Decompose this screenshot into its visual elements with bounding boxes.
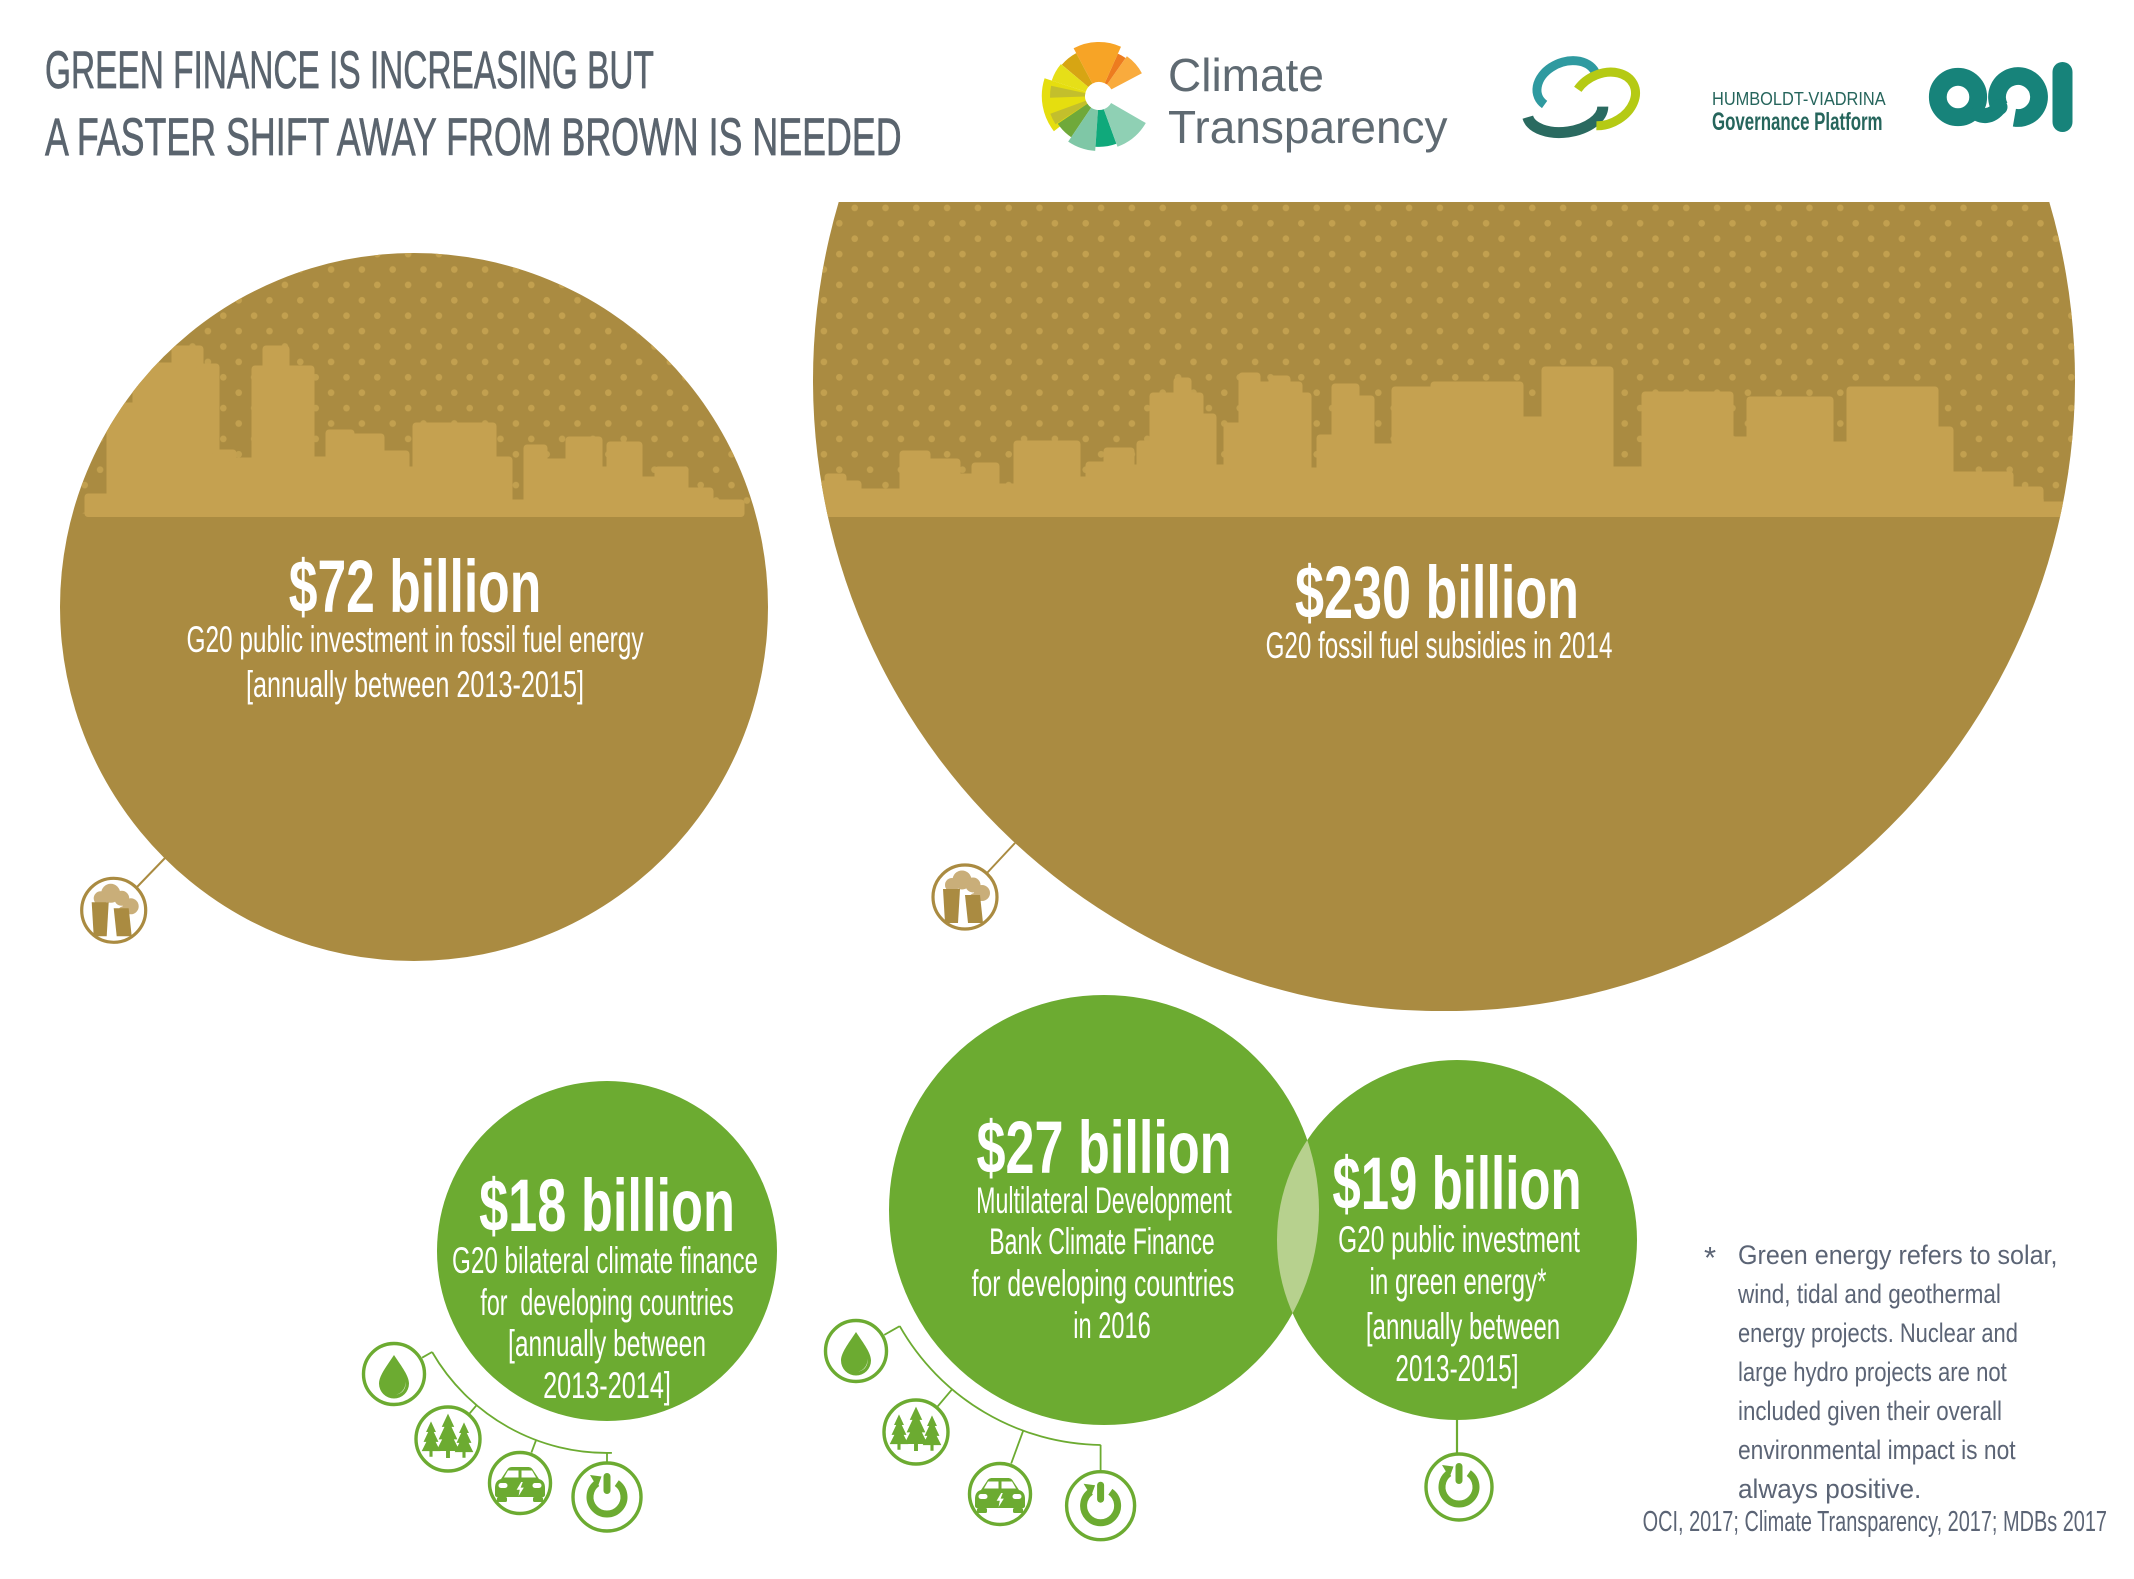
svg-text:G20 fossil fuel subsidies in 2: G20 fossil fuel subsidies in 2014 bbox=[1266, 624, 1613, 667]
svg-text:[annually between: [annually between bbox=[508, 1322, 706, 1365]
svg-text:Green energy refers to solar,: Green energy refers to solar, bbox=[1738, 1239, 2058, 1270]
svg-text:Bank Climate Finance: Bank Climate Finance bbox=[989, 1220, 1214, 1262]
svg-text:$19 billion: $19 billion bbox=[1332, 1143, 1581, 1226]
svg-text:for developing countries: for developing countries bbox=[480, 1281, 733, 1323]
svg-text:Climate: Climate bbox=[1168, 49, 1324, 101]
svg-text:wind, tidal and geothermal: wind, tidal and geothermal bbox=[1737, 1279, 2001, 1309]
svg-text:$27 billion: $27 billion bbox=[976, 1106, 1231, 1189]
svg-text:for developing countries: for developing countries bbox=[972, 1262, 1235, 1304]
svg-text:environmental impact is not: environmental impact is not bbox=[1738, 1435, 2016, 1465]
svg-text:$230 billion: $230 billion bbox=[1295, 551, 1579, 634]
svg-text:OCI, 2017; Climate Transparenc: OCI, 2017; Climate Transparency, 2017; M… bbox=[1643, 1505, 2107, 1538]
svg-text:$18 billion: $18 billion bbox=[479, 1164, 735, 1247]
svg-text:Multilateral Development: Multilateral Development bbox=[976, 1179, 1232, 1221]
svg-text:$72 billion: $72 billion bbox=[289, 545, 542, 628]
svg-text:G20 public investment: G20 public investment bbox=[1338, 1218, 1580, 1261]
svg-text:GREEN FINANCE IS INCREASING BU: GREEN FINANCE IS INCREASING BUT bbox=[45, 41, 654, 99]
svg-text:in green energy*: in green energy* bbox=[1370, 1260, 1547, 1303]
svg-text:A FASTER SHIFT AWAY FROM BROWN: A FASTER SHIFT AWAY FROM BROWN IS NEEDED bbox=[45, 107, 902, 167]
svg-text:2013-2014]: 2013-2014] bbox=[543, 1364, 671, 1406]
svg-text:always positive.: always positive. bbox=[1738, 1474, 1921, 1504]
svg-text:[annually between 2013-2015]: [annually between 2013-2015] bbox=[246, 663, 584, 705]
svg-text:HUMBOLDT-VIADRINA: HUMBOLDT-VIADRINA bbox=[1712, 88, 1886, 109]
svg-text:included given their overall: included given their overall bbox=[1738, 1397, 2002, 1426]
svg-text:2013-2015]: 2013-2015] bbox=[1395, 1347, 1518, 1390]
svg-text:Transparency: Transparency bbox=[1168, 101, 1448, 153]
svg-text:Governance Platform: Governance Platform bbox=[1712, 109, 1883, 136]
svg-text:G20 public investment in fossi: G20 public investment in fossil fuel ene… bbox=[186, 618, 643, 661]
svg-text:energy projects. Nuclear and: energy projects. Nuclear and bbox=[1738, 1319, 2018, 1349]
svg-text:large hydro projects are not: large hydro projects are not bbox=[1738, 1358, 2007, 1388]
svg-text:*: * bbox=[1704, 1240, 1716, 1275]
svg-text:in 2016: in 2016 bbox=[1073, 1304, 1150, 1346]
svg-text:[annually between: [annually between bbox=[1366, 1305, 1560, 1348]
svg-text:G20 bilateral climate finance: G20 bilateral climate finance bbox=[452, 1239, 758, 1282]
